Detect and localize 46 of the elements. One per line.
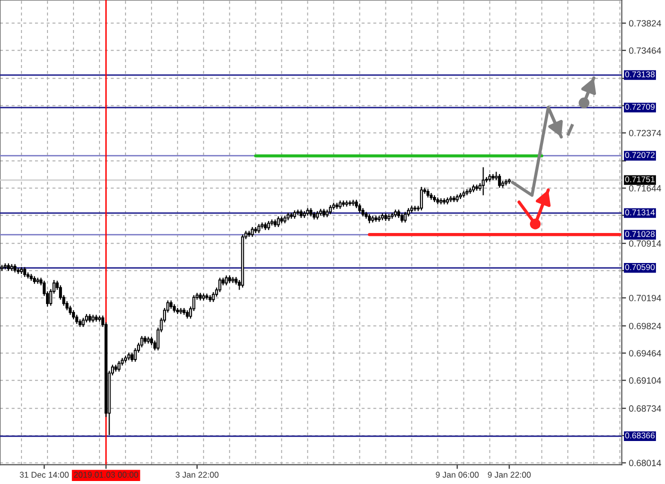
candlestick <box>482 166 485 196</box>
candlestick <box>328 204 332 215</box>
candlestick <box>118 360 120 372</box>
ref-line-label: 0.70590 <box>625 264 655 270</box>
ref-line-label: 0.71028 <box>625 231 655 237</box>
candlestick <box>276 216 280 228</box>
ref-line-label: 0.72072 <box>625 152 655 158</box>
candlestick <box>358 203 362 214</box>
y-tick-label: 0.68734 <box>629 405 662 412</box>
y-tick-label: 0.69824 <box>629 322 662 330</box>
candlestick <box>75 314 78 324</box>
candlestick <box>267 220 270 231</box>
line-series <box>510 106 563 197</box>
y-tick-label: 0.70194 <box>629 294 662 302</box>
x-tick-label: 9 Jan 22:00 <box>488 472 531 478</box>
y-tick-label: 0.73824 <box>629 20 662 27</box>
ref-line-label: 0.68366 <box>625 432 655 438</box>
candlestick <box>82 317 85 328</box>
y-tick-label: 0.73464 <box>629 47 662 54</box>
candlestick <box>224 274 228 286</box>
x-tick-label: 31 Dec 14:00 <box>20 472 69 478</box>
candlestick <box>400 212 404 224</box>
ref-line-label: 0.71314 <box>625 209 655 216</box>
ref-line-label: 0.72709 <box>625 104 655 110</box>
x-tick-label: 3 Jan 22:00 <box>176 472 219 478</box>
candlestick <box>404 211 407 224</box>
ref-line-label: 0.73138 <box>625 71 655 78</box>
candlestick <box>130 352 134 362</box>
y-tick-label: 0.71644 <box>629 185 662 192</box>
ref-line-label: 0.71751 <box>625 176 655 182</box>
y-tick-label: 0.68014 <box>629 460 662 466</box>
candlestick <box>72 310 75 320</box>
x-tick-label: 9 Jan 06:00 <box>436 472 479 478</box>
candlestick <box>420 186 423 211</box>
y-tick-label: 0.69104 <box>629 377 662 384</box>
candlestick <box>68 305 72 316</box>
x-tick-label: 2019.01.03 00:00 <box>74 472 138 478</box>
candlestick <box>212 292 215 302</box>
y-tick-label: 0.72374 <box>629 130 662 136</box>
candlestick <box>250 226 254 238</box>
candlestick <box>218 277 222 293</box>
candlestick <box>498 173 501 188</box>
y-tick-label: 0.69464 <box>629 350 662 356</box>
candlestick <box>257 223 260 234</box>
y-tick-label: 0.70914 <box>629 240 662 247</box>
candlestick <box>368 214 371 224</box>
